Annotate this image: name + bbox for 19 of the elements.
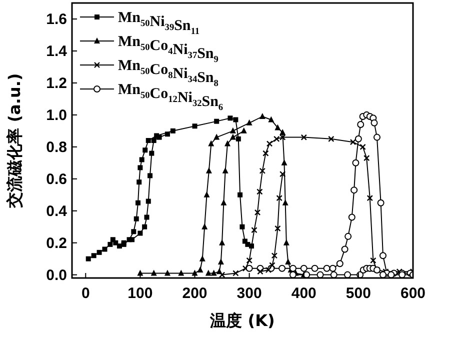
y-tick-label: 1.2 [46,74,67,92]
y-tick-label: 0.8 [46,138,67,156]
y-tick-label: 1.0 [46,106,67,124]
x-tick-label: 600 [400,285,426,302]
y-axis-title: 交流磁化率 (a.u.) [5,73,24,209]
y-tick-label: 0.2 [46,234,67,252]
y-tick-label: 0.4 [46,202,68,220]
y-tick-label: 0.0 [46,266,67,284]
x-tick-label: 100 [128,285,153,302]
x-tick-label: 500 [346,285,371,302]
x-axis-title: 温度 (K) [209,311,275,330]
y-tick-label: 1.4 [46,42,68,60]
y-tick-label: 0.6 [46,170,67,188]
x-tick-label: 0 [81,285,90,302]
legend-label: Mn$_{50}$Ni$_{39}$Sn$_{11}$ [118,10,200,37]
y-tick-label: 1.6 [46,10,67,28]
x-tick-label: 300 [236,285,262,302]
x-tick-label: 200 [182,285,208,302]
x-tick-label: 400 [291,285,316,302]
